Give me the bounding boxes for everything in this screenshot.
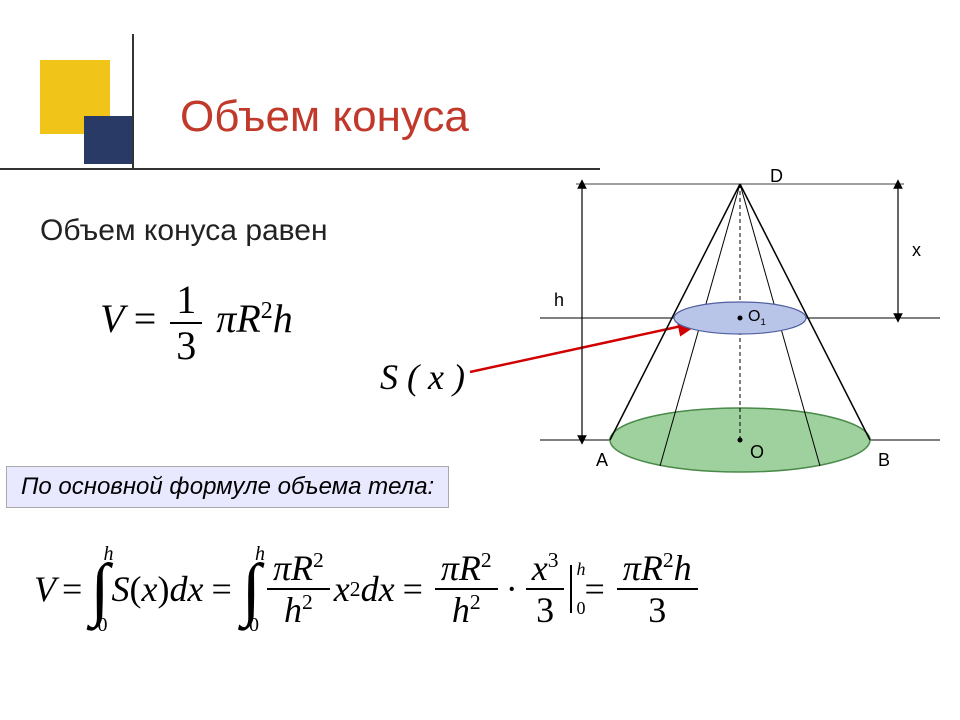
- caption-box: По основной формуле объема тела:: [6, 466, 449, 508]
- slide: Объем конуса Объем конуса равен V = 1 3 …: [0, 0, 960, 720]
- int-S: S: [112, 568, 130, 610]
- frac-x3-3: x3 3: [526, 550, 565, 628]
- x3: x: [532, 548, 548, 588]
- integral-1: ∫ h 0: [90, 565, 109, 614]
- x3-exp: 3: [548, 548, 559, 572]
- piR2b: πR: [441, 548, 481, 588]
- sym-pi: π: [216, 296, 236, 341]
- int-eq3: =: [403, 568, 423, 610]
- label-A: A: [596, 450, 608, 471]
- lbl-B: B: [878, 450, 890, 470]
- sym-R-exp: 2: [261, 298, 273, 324]
- label-h: h: [554, 290, 564, 311]
- lbl-h: h: [554, 290, 564, 310]
- lbl-x: x: [912, 240, 921, 260]
- lbl-O1: O: [748, 308, 760, 325]
- label-D: D: [770, 166, 783, 187]
- int-eq4: =: [584, 568, 604, 610]
- eval-lb: 0: [576, 598, 585, 619]
- frac-piR2-h2-b: πR2 h2: [435, 550, 498, 628]
- eval-bar: h 0: [570, 565, 572, 613]
- lbl-D: D: [770, 166, 783, 186]
- frac-num: 1: [170, 280, 202, 324]
- h2b: h: [452, 590, 470, 630]
- three-a: 3: [530, 590, 560, 628]
- int-x2: x: [334, 568, 350, 610]
- slide-title: Объем конуса: [180, 92, 469, 142]
- R2b-exp: 2: [481, 548, 492, 572]
- int1-ub: h: [104, 547, 114, 561]
- final-R2-exp: 2: [663, 548, 674, 572]
- h2: h: [284, 590, 302, 630]
- int-dx1: dx: [169, 568, 203, 610]
- int-x1: x: [142, 568, 158, 610]
- lbl-A: A: [596, 450, 608, 470]
- label-O: O: [750, 442, 764, 463]
- h2b-exp: 2: [470, 590, 481, 614]
- label-O1: O1: [748, 308, 766, 328]
- frac-piR2-h2: πR2 h2: [267, 550, 330, 628]
- int-eq2: =: [211, 568, 231, 610]
- cone-svg: [540, 170, 940, 480]
- caption-text: По основной формуле объема тела:: [21, 473, 434, 500]
- int2-ub: h: [255, 547, 265, 561]
- lbl-O1-sub: 1: [760, 317, 765, 328]
- decor-hline: [0, 168, 600, 170]
- integral-derivation: V = ∫ h 0 S(x)dx = ∫ h 0 πR2 h2 x2dx = π…: [34, 550, 702, 628]
- cone-diagram: D A B O O1 h x: [540, 170, 940, 480]
- lbl-O: O: [750, 442, 764, 462]
- decor-vline: [132, 34, 134, 170]
- int1-lb: 0: [98, 618, 108, 632]
- subtitle-text: Объем конуса равен: [40, 214, 328, 247]
- sym-V: V: [100, 296, 124, 341]
- x2-exp: 2: [350, 577, 361, 602]
- label-x: x: [912, 240, 921, 261]
- sym-eq: =: [134, 296, 167, 341]
- int-eq1: =: [62, 568, 82, 610]
- sym-R: R: [236, 296, 260, 341]
- title-text: Объем конуса: [180, 92, 469, 141]
- piR2: πR: [273, 548, 313, 588]
- int2-lb: 0: [249, 618, 259, 632]
- sx-text: S ( x ): [380, 357, 465, 397]
- frac-final: πR2h 3: [617, 550, 698, 628]
- frac-den: 3: [170, 324, 202, 366]
- int-V: V: [34, 568, 56, 610]
- subtitle: Объем конуса равен: [40, 214, 328, 248]
- R2-exp: 2: [313, 548, 324, 572]
- int-dx2: dx: [361, 568, 395, 610]
- frac-one-third: 1 3: [170, 280, 202, 366]
- label-B: B: [878, 450, 890, 471]
- final-den: 3: [642, 590, 672, 628]
- final-piR2: πR: [623, 548, 663, 588]
- final-h: h: [674, 548, 692, 588]
- decor-navy-square: [84, 116, 132, 164]
- h2-exp: 2: [302, 590, 313, 614]
- eval-ub: h: [576, 559, 585, 580]
- volume-formula: V = 1 3 πR2h: [100, 280, 293, 366]
- integral-2: ∫ h 0: [242, 565, 261, 614]
- section-area-label: S ( x ): [380, 356, 465, 398]
- sym-h: h: [273, 296, 293, 341]
